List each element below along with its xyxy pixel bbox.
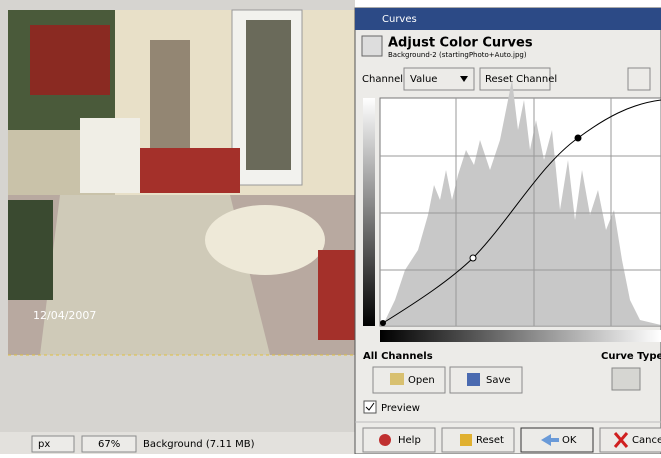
preview-label: Preview — [381, 403, 420, 414]
save-icon — [467, 373, 480, 386]
title-bar — [355, 8, 661, 30]
action-buttons: Help Reset OK Cancel — [362, 427, 661, 453]
curves-icon — [361, 35, 383, 57]
output-gradient — [380, 330, 661, 342]
cancel-icon — [613, 432, 629, 448]
histogram — [383, 80, 661, 325]
dialog-subtitle: Background-2 (startingPhoto+Auto.jpg) — [388, 51, 527, 59]
input-gradient — [363, 98, 375, 326]
ok-label: OK — [562, 435, 577, 446]
curve-point[interactable] — [574, 134, 582, 142]
photo: 12/04/2007 — [8, 9, 355, 355]
channel-combo[interactable] — [403, 67, 475, 91]
window-title: Curves — [382, 14, 417, 25]
channel-value: Value — [410, 74, 437, 85]
reset-label: Reset — [476, 435, 504, 446]
help-button[interactable] — [362, 427, 436, 453]
curve-point[interactable] — [380, 320, 386, 326]
reset-button[interactable] — [441, 427, 515, 453]
curve — [382, 99, 661, 324]
reset-icon — [460, 434, 472, 446]
curve-smooth-toggle[interactable] — [611, 367, 641, 391]
open-icon — [390, 373, 404, 385]
zoom-combo[interactable] — [81, 435, 137, 453]
graph-grid — [380, 98, 661, 326]
linear-toggle[interactable] — [627, 67, 651, 91]
open-button[interactable] — [372, 366, 446, 394]
unit: px — [38, 439, 50, 450]
curve-point[interactable] — [469, 254, 477, 262]
channel-label: Channel: — [362, 74, 406, 85]
cancel-button[interactable] — [599, 427, 661, 453]
zoom: 67% — [98, 439, 120, 450]
combo-arrow — [460, 76, 468, 82]
layer-info: Background (7.11 MB) — [143, 439, 255, 450]
photo-date: 12/04/2007 — [33, 309, 96, 322]
cancel-label: Cancel — [632, 435, 661, 446]
curve-type: Curve Type — [601, 351, 661, 362]
reset-channel-label: Reset Channel — [485, 74, 557, 85]
reset-channel-button[interactable] — [479, 67, 551, 91]
all-channels: All Channels — [363, 351, 433, 362]
open-label: Open — [408, 375, 435, 386]
check-mark — [365, 402, 375, 411]
save-label: Save — [486, 375, 511, 386]
ok-icon — [541, 434, 559, 446]
help-icon — [379, 434, 391, 446]
preview-checkbox[interactable] — [363, 400, 377, 414]
dialog-title: Adjust Color Curves — [388, 36, 533, 51]
save-button[interactable] — [449, 366, 523, 394]
unit-combo[interactable] — [31, 435, 75, 453]
help-label: Help — [398, 435, 421, 446]
